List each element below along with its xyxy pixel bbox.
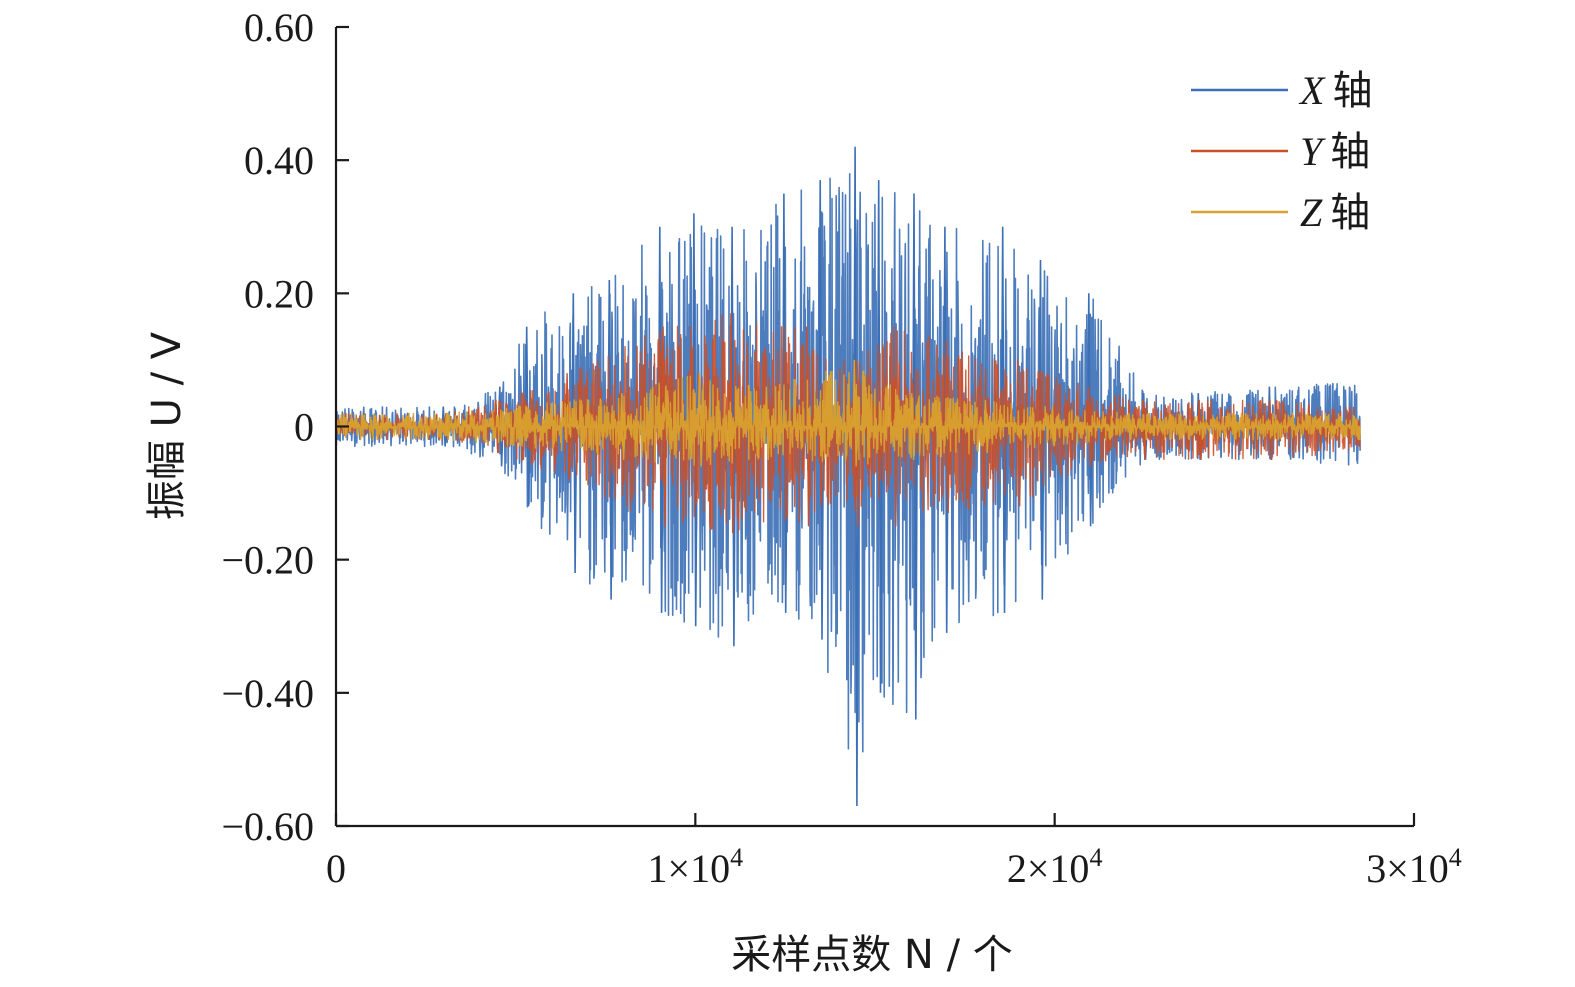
y-tick-label: 0.40 <box>244 138 314 183</box>
y-tick-label: 0.20 <box>244 271 314 316</box>
x-tick-label: 3×104 <box>1366 843 1462 891</box>
x-tick-mantissa: 1×10 <box>648 846 731 891</box>
x-tick-exponent: 4 <box>1089 843 1102 872</box>
series-spike <box>1231 413 1237 440</box>
ticks-layer: 0.600.400.200−0.20−0.40−0.600 1×104 2×104 3… <box>221 5 1461 891</box>
x-tick-exponent: 4 <box>1449 843 1462 872</box>
x-tick-mantissa: 2×10 <box>1007 846 1090 891</box>
series-spike <box>620 393 626 460</box>
series-spike <box>1050 406 1057 447</box>
y-tick-label: 0.60 <box>244 5 314 50</box>
y-tick-label: −0.40 <box>221 671 314 716</box>
series-spike <box>852 359 859 467</box>
legend-word: 轴 <box>1332 68 1372 114</box>
x-tick-label: 1×104 <box>648 843 744 891</box>
y-tick-label: −0.60 <box>221 804 314 849</box>
x-tick-label: 0 <box>326 846 346 891</box>
legend: X 轴Y 轴Z 轴 <box>1191 68 1372 236</box>
x-tick-exponent: 4 <box>730 843 743 872</box>
x-axis-title: 采样点数 N / 个 <box>731 932 1013 978</box>
series-spike <box>910 393 916 460</box>
series-spike <box>444 413 451 440</box>
series-spike <box>983 399 990 454</box>
x-tick-mantissa: 3×10 <box>1366 846 1449 891</box>
series-spike <box>912 193 918 720</box>
series-spike <box>764 386 771 460</box>
y-tick-label: 0 <box>294 405 314 450</box>
series-spike <box>1141 399 1147 460</box>
series-spike <box>518 406 525 447</box>
series-line-z-axis <box>335 370 1361 466</box>
legend-word: 轴 <box>1330 129 1370 175</box>
legend-word: 轴 <box>1330 190 1370 236</box>
series-layer <box>335 146 1361 807</box>
series-spike <box>697 373 704 467</box>
y-tick-label: −0.20 <box>221 538 314 583</box>
y-axis-title: 振幅 U / V <box>144 331 190 520</box>
x-tick-mantissa: 0 <box>326 846 346 891</box>
legend-variable: Z <box>1300 190 1323 235</box>
x-tick-label: 2×104 <box>1007 843 1103 891</box>
legend-variable: Y <box>1300 129 1326 174</box>
legend-variable: X <box>1298 68 1326 113</box>
series-spike <box>1127 413 1133 440</box>
